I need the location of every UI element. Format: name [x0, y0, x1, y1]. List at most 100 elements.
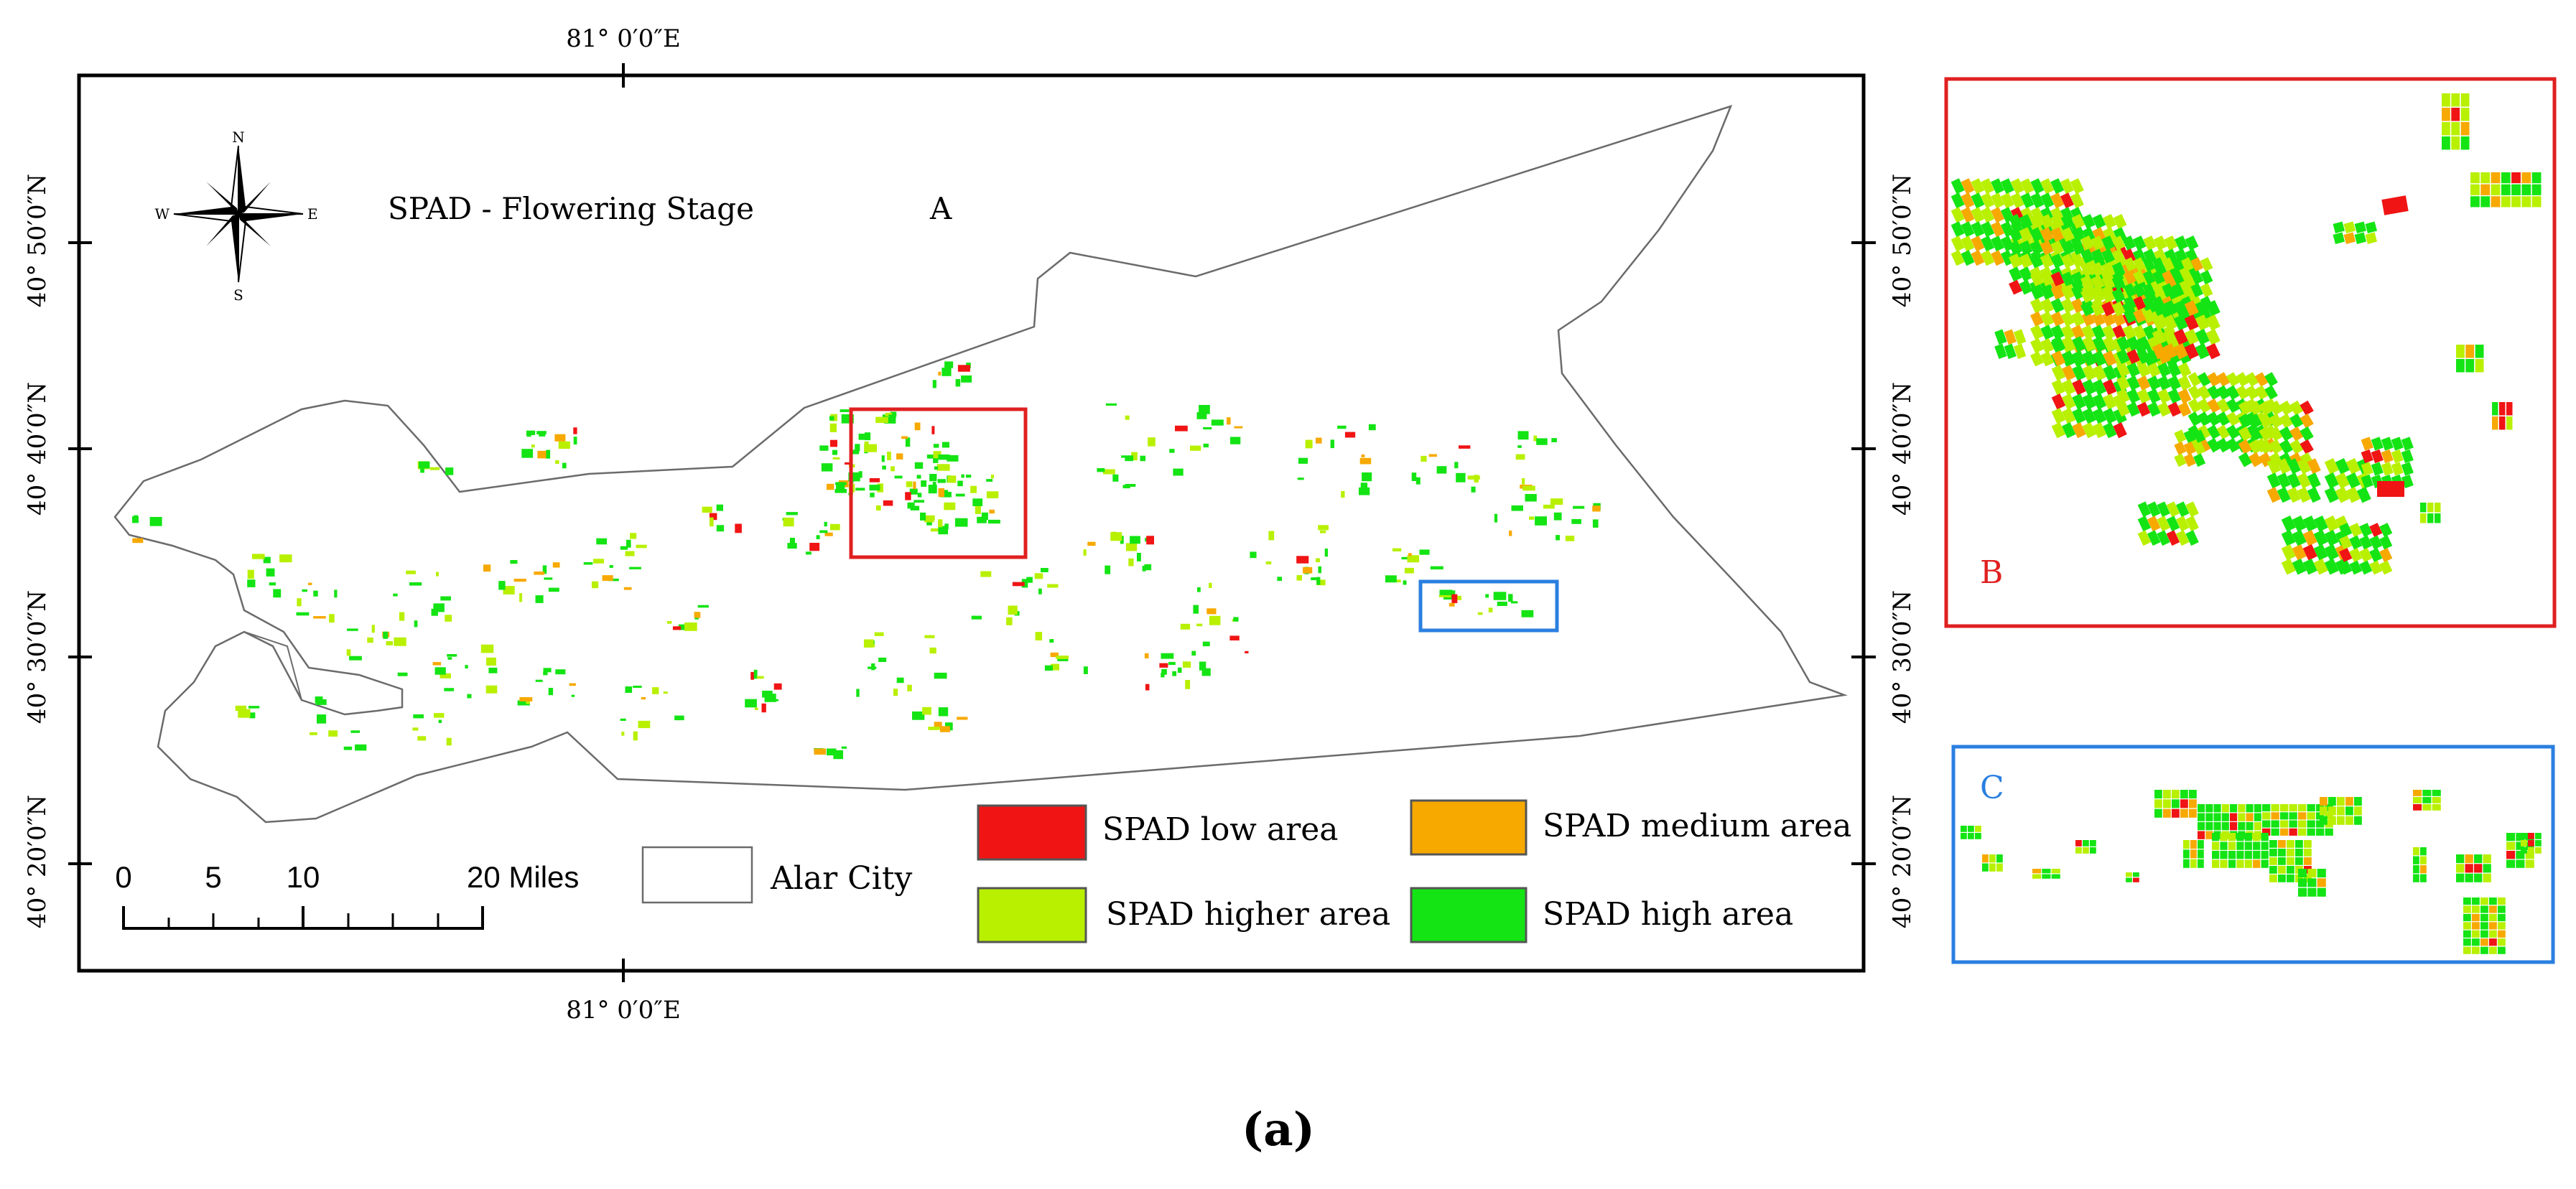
field-patch — [2040, 253, 2054, 269]
field-patch — [1968, 833, 1974, 839]
field-patch — [429, 467, 440, 470]
field-patch — [2264, 372, 2278, 387]
field-patch — [2205, 804, 2213, 813]
field-patch — [2157, 376, 2171, 391]
field-patch — [2259, 400, 2273, 416]
field-patch — [420, 468, 424, 473]
field-patch — [2152, 329, 2167, 345]
field-patch — [2172, 808, 2180, 818]
field-patch — [2259, 413, 2273, 429]
field-patch — [349, 656, 362, 661]
field-patch — [2269, 413, 2283, 429]
field-patch — [2147, 401, 2161, 417]
locator-box-b — [849, 407, 1028, 559]
field-patch — [965, 475, 972, 478]
field-patch — [2359, 535, 2373, 550]
field-patch — [2136, 336, 2151, 351]
field-patch — [981, 512, 988, 521]
field-patch — [1125, 455, 1133, 462]
field-patch — [279, 554, 292, 563]
field-patch — [702, 506, 712, 513]
field-patch — [2289, 413, 2304, 429]
field-patch — [916, 475, 921, 479]
field-patch — [2042, 869, 2051, 874]
field-patch — [940, 492, 952, 498]
field-patch — [1517, 431, 1529, 440]
field-patch — [1203, 443, 1209, 448]
field-patch — [1535, 516, 1547, 526]
field-patch — [2279, 400, 2294, 416]
field-patch — [944, 502, 956, 510]
field-patch — [2050, 311, 2065, 327]
field-patch — [1961, 236, 1975, 252]
field-patch — [2501, 184, 2511, 195]
field-patch — [2185, 530, 2199, 546]
field-patch — [266, 568, 275, 577]
field-patch — [2287, 849, 2294, 857]
field-patch — [2050, 253, 2065, 269]
field-patch — [445, 615, 452, 622]
field-patch — [2501, 196, 2511, 208]
field-patch — [2226, 398, 2240, 414]
field-patch — [1265, 561, 1272, 564]
field-patch — [2187, 411, 2202, 426]
field-patch — [1982, 854, 1989, 863]
field-patch — [2465, 359, 2475, 373]
field-patch — [2328, 797, 2336, 806]
field-patch — [526, 430, 536, 435]
field-patch — [1950, 221, 1965, 238]
field-patch — [2198, 813, 2205, 821]
field-patch — [633, 686, 642, 688]
field-patch — [2216, 398, 2231, 414]
field-patch — [869, 485, 880, 491]
field-patch — [2124, 270, 2136, 285]
field-patch — [2307, 878, 2317, 887]
field-patch — [1401, 556, 1411, 560]
field-patch — [1975, 833, 1981, 839]
field-patch — [438, 719, 442, 723]
field-patch — [2345, 458, 2361, 475]
field-patch — [394, 637, 406, 646]
field-patch — [1971, 236, 1985, 252]
field-patch — [149, 517, 162, 526]
field-patch — [535, 679, 543, 682]
field-patch — [2181, 257, 2194, 272]
field-patch — [2205, 822, 2213, 831]
field-patch — [609, 565, 613, 568]
field-patch — [2297, 458, 2311, 475]
field-patch — [2238, 426, 2253, 442]
field-patch — [552, 562, 560, 568]
field-patch — [2480, 938, 2488, 946]
field-patch — [924, 635, 935, 638]
field-patch — [620, 546, 628, 550]
field-patch — [2465, 864, 2473, 873]
field-patch — [2432, 797, 2441, 803]
field-patch — [2456, 345, 2465, 358]
field-patch — [562, 462, 567, 469]
field-patch — [1035, 632, 1043, 640]
field-patch — [2092, 393, 2107, 410]
field-patch — [2050, 298, 2065, 314]
field-patch — [2116, 362, 2130, 378]
field-patch — [2092, 408, 2107, 424]
field-patch — [1057, 658, 1069, 661]
field-patch — [329, 614, 335, 623]
inset-b-fields — [1950, 93, 2542, 575]
field-patch — [2207, 372, 2221, 387]
field-patch — [2269, 849, 2277, 857]
field-patch — [1190, 445, 1201, 451]
field-patch — [2081, 325, 2096, 340]
field-patch — [824, 521, 827, 527]
field-patch — [2261, 833, 2269, 841]
field-patch — [2324, 487, 2339, 503]
field-patch — [821, 463, 833, 472]
field-patch — [2413, 797, 2422, 803]
field-patch — [2173, 343, 2188, 360]
field-patch — [1305, 439, 1313, 449]
field-patch — [2061, 365, 2076, 381]
field-patch — [2472, 905, 2480, 913]
field-patch — [1551, 438, 1557, 442]
field-patch — [709, 513, 717, 521]
field-patch — [2152, 283, 2165, 298]
field-patch — [1361, 454, 1365, 457]
